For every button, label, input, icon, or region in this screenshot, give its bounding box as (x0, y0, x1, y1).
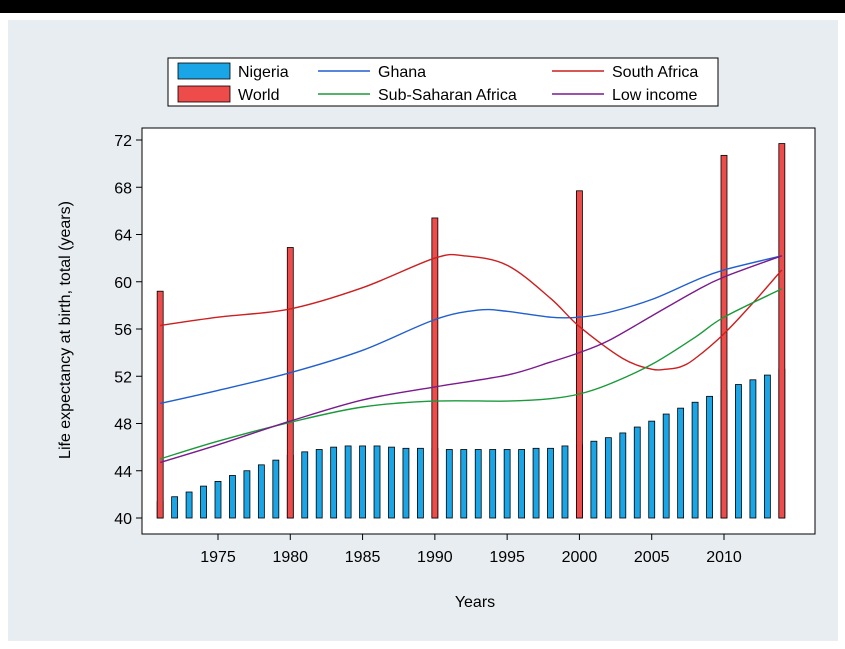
bar-nigeria-1994 (489, 449, 497, 519)
legend-label-sub-saharan-africa: Sub-Saharan Africa (378, 87, 517, 104)
bar-nigeria-2012 (749, 379, 757, 519)
bar-nigeria-2002 (604, 437, 612, 519)
legend-label-world: World (238, 87, 280, 104)
bar-nigeria-2009 (706, 395, 713, 519)
bar-nigeria-1983 (330, 446, 338, 519)
bar-nigeria-2007 (677, 407, 685, 519)
bar-nigeria-1973 (185, 491, 193, 519)
bar-nigeria-2005 (648, 420, 656, 519)
bar-nigeria-1986 (373, 445, 381, 519)
y-tick-label-44: 44 (114, 464, 132, 481)
line-low-income (159, 255, 783, 464)
bar-nigeria-1975 (214, 480, 222, 519)
bar-nigeria-1984 (344, 445, 352, 519)
bar-nigeria-1981 (301, 451, 309, 519)
bar-nigeria-1992 (460, 449, 468, 519)
bar-nigeria-1977 (243, 470, 251, 519)
bar-nigeria-1985 (359, 445, 366, 519)
legend-label-ghana: Ghana (378, 64, 426, 81)
legend-swatch-world (177, 85, 231, 103)
bar-nigeria-1997 (532, 447, 540, 519)
bar-nigeria-2001 (590, 440, 598, 519)
x-tick-label-1975: 1975 (200, 549, 236, 566)
x-tick-label-1995: 1995 (489, 549, 525, 566)
legend-box (167, 57, 719, 107)
bar-nigeria-1995 (503, 449, 511, 519)
bar-world-1971 (156, 290, 164, 519)
bar-nigeria-2013 (763, 374, 771, 519)
bar-nigeria-1989 (416, 447, 424, 519)
legend-label-nigeria: Nigeria (238, 64, 289, 81)
x-tick-label-1985: 1985 (345, 549, 381, 566)
x-tick-label-1980: 1980 (272, 549, 308, 566)
top-border-bar (0, 0, 845, 13)
bar-world-1980 (286, 247, 294, 519)
bar-world-2000 (576, 190, 583, 519)
bar-nigeria-1978 (257, 464, 265, 519)
bar-nigeria-2006 (662, 413, 670, 519)
line-sub-saharan-africa (159, 288, 783, 460)
bar-nigeria-1976 (229, 475, 236, 519)
bar-nigeria-1991 (445, 449, 453, 519)
legend-label-low-income: Low income (612, 87, 697, 104)
bar-nigeria-1999 (561, 445, 569, 519)
y-tick-label-60: 60 (114, 275, 132, 292)
bar-nigeria-1993 (474, 449, 482, 519)
line-ghana (160, 255, 782, 405)
y-axis-title: Life expectancy at birth, total (years) (57, 201, 74, 459)
x-tick-label-2000: 2000 (562, 549, 598, 566)
y-tick-label-68: 68 (114, 180, 132, 197)
line-south-africa (160, 253, 783, 371)
bar-nigeria-1988 (402, 447, 410, 519)
y-tick-label-48: 48 (114, 417, 132, 434)
bar-nigeria-2011 (735, 384, 742, 519)
legend: Nigeria Ghana South Africa World Sub-Saharan… (167, 57, 719, 107)
bar-nigeria-2004 (633, 426, 641, 519)
bar-nigeria-1974 (200, 485, 207, 519)
x-tick-label-2010: 2010 (706, 549, 742, 566)
bar-world-1990 (431, 217, 439, 519)
plot-area: 40 44 48 52 56 60 64 68 72 1975 1980 1985 1990 1995 20… (114, 127, 816, 566)
bar-nigeria-2008 (691, 401, 699, 519)
bar-nigeria-1987 (388, 446, 395, 519)
bar-nigeria-1982 (315, 449, 323, 519)
bar-world-2014 (778, 143, 786, 519)
y-tick-label-40: 40 (114, 511, 132, 528)
bar-nigeria-1998 (547, 447, 554, 519)
bar-nigeria-1972 (171, 496, 179, 519)
plot-border (141, 127, 816, 535)
legend-label-south-africa: South Africa (612, 64, 698, 81)
y-tick-label-72: 72 (114, 133, 132, 150)
bar-nigeria-1996 (518, 449, 525, 519)
x-tick-label-1990: 1990 (417, 549, 453, 566)
y-tick-label-64: 64 (114, 228, 132, 245)
bar-nigeria-2003 (619, 432, 627, 519)
bar-nigeria-1979 (272, 459, 280, 519)
y-tick-label-52: 52 (114, 369, 132, 386)
legend-swatch-nigeria (177, 62, 231, 80)
x-tick-label-2005: 2005 (634, 549, 670, 566)
y-tick-label-56: 56 (114, 322, 132, 339)
x-axis-title: Years (455, 594, 495, 611)
